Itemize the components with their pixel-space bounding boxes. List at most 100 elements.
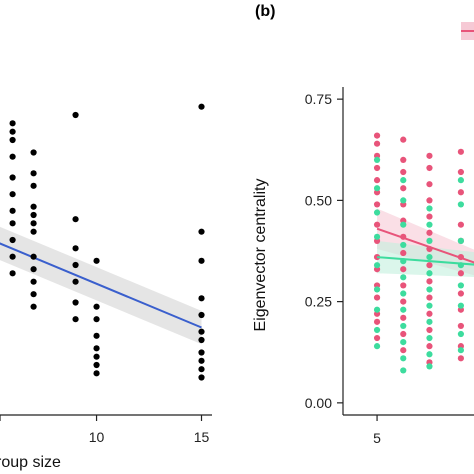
panel-a-point [198, 357, 205, 364]
panel-b-point [400, 156, 407, 163]
panel-b-point [457, 322, 464, 330]
panel-b-point [426, 363, 433, 370]
panel-b-point [457, 347, 464, 354]
panel-b-point [400, 347, 407, 354]
panel-b-point [400, 355, 407, 362]
panel-a-point [198, 374, 205, 381]
panel-b-point [426, 326, 433, 334]
panel-b-point [373, 343, 381, 350]
panel-a-point [93, 257, 100, 264]
panel-b-point [373, 326, 381, 334]
panel-b-point [426, 181, 433, 188]
panel-a-point [198, 103, 205, 110]
panel-b-point [457, 270, 464, 277]
panel-a-point [30, 278, 37, 285]
panel-b-point [400, 241, 407, 249]
panel-b-point [400, 266, 407, 273]
panel-b-point [426, 270, 433, 277]
panel-b-point [400, 306, 407, 313]
panel-b-point [400, 298, 407, 305]
panel-a-point [72, 245, 79, 252]
panel-a-point [9, 191, 16, 198]
panel-b-point [426, 253, 433, 261]
panel-b-fit-line-layer [376, 227, 474, 266]
panel-b-fit-line [376, 256, 474, 266]
panel-a-point [93, 353, 100, 360]
panel-b-point [426, 164, 433, 172]
panel-a-point [198, 228, 205, 235]
panel-a-confidence-band [0, 226, 202, 345]
panel-b-point [400, 330, 407, 338]
panel-a-point [30, 228, 37, 235]
panel-a-point [72, 278, 79, 285]
panel-b-y-tick-label: 0.50 [305, 192, 332, 208]
panel-b-point [400, 185, 407, 192]
panel-b-point [426, 197, 433, 204]
panel-b-point [457, 221, 464, 228]
panel-b-point [373, 334, 381, 342]
panel-a-fit-line-layer [0, 242, 202, 329]
panel-a-points [9, 103, 205, 381]
panel-a-point [198, 336, 205, 344]
panel-a-x-ticks: 10 15 [0, 415, 210, 445]
panel-b-point [400, 168, 407, 176]
panel-b-label: (b) [255, 3, 275, 20]
panel-b-x-ticks: 5 [373, 415, 381, 446]
panel-b-point [426, 205, 433, 212]
panel-b-y-ticks: 0.00 0.25 0.50 0.75 [305, 91, 343, 411]
panel-b-point [373, 233, 381, 240]
panel-a-point [30, 211, 37, 219]
panel-b-point [426, 213, 433, 220]
panel-b-y-tick-label: 0.00 [305, 395, 332, 411]
panel-a: 10 15 roup size [0, 103, 212, 471]
panel-b-point [400, 367, 407, 374]
panel-b-point [457, 148, 464, 155]
panel-a-point [30, 253, 37, 260]
panel-a-point [93, 370, 100, 377]
panel-b-point [457, 168, 464, 176]
panel-a-point [30, 220, 37, 227]
panel-b-point [400, 221, 407, 228]
panel-b-point [373, 201, 381, 208]
panel-b-point [457, 189, 464, 196]
panel-b-point [426, 294, 433, 301]
panel-b-point [457, 282, 464, 289]
panel-b-point [373, 294, 381, 301]
panel-b-point [426, 262, 433, 269]
panel-a-point [72, 216, 79, 223]
panel-b-point [426, 221, 433, 228]
panel-b-point [373, 262, 381, 269]
panel-a-point [93, 303, 100, 310]
panel-a-point [72, 316, 79, 323]
panel-b-point [373, 140, 381, 147]
panel-b-point [400, 322, 407, 330]
panel-b-point [457, 355, 464, 362]
panel-b-points [373, 132, 464, 374]
panel-a-point [9, 236, 16, 244]
panel-b-point [400, 314, 407, 321]
panel-b-point [426, 334, 433, 342]
panel-b-point [457, 330, 464, 338]
panel-b-point [426, 310, 433, 317]
panel-a-point [30, 149, 37, 156]
panel-a-point [30, 291, 37, 298]
panel-b-point [400, 339, 407, 346]
panel-b-point [400, 197, 407, 204]
panel-a-x-tick-label: 15 [194, 429, 210, 445]
panel-a-point [30, 303, 37, 310]
panel-b-point [400, 136, 407, 143]
panel-b-point [426, 286, 433, 293]
panel-b: (b) 0.00 0.25 0.50 0.75 5 Eigenvector centr… [252, 3, 474, 446]
panel-a-point [93, 332, 100, 339]
panel-b-point [457, 237, 464, 244]
panel-a-point [198, 349, 205, 356]
panel-a-point [72, 299, 79, 306]
panel-b-point [373, 132, 381, 139]
panel-b-point [400, 290, 407, 297]
panel-b-point [373, 164, 381, 172]
panel-b-point [373, 185, 381, 192]
panel-a-point [198, 257, 205, 264]
panel-b-point [457, 177, 464, 184]
panel-a-point [72, 111, 79, 119]
panel-b-point [457, 290, 464, 297]
